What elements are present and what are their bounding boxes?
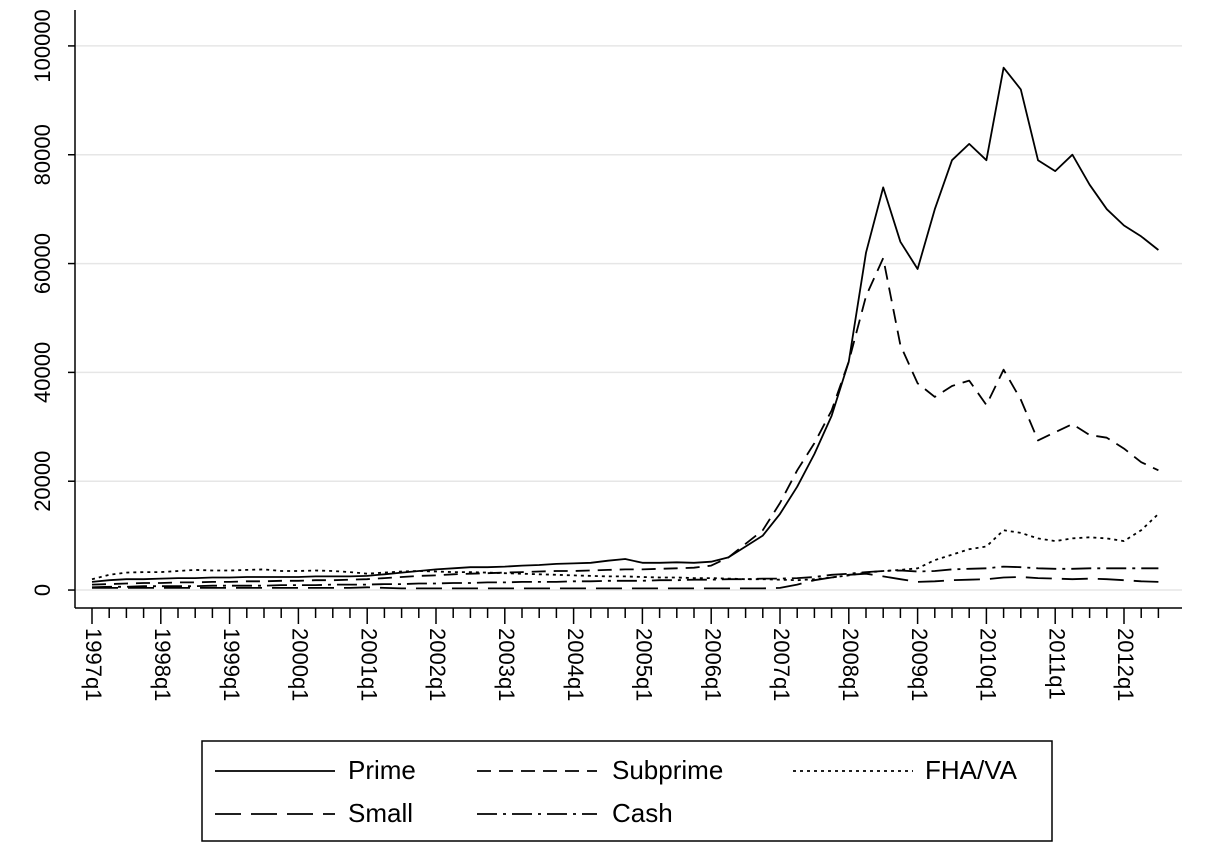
x-tick-label: 2005q1 <box>632 628 657 701</box>
y-tick-label: 60000 <box>30 233 55 294</box>
x-tick-label: 1998q1 <box>150 628 175 701</box>
legend-label: Cash <box>612 798 673 828</box>
y-tick-label: 20000 <box>30 451 55 512</box>
x-tick-label: 2004q1 <box>563 628 588 701</box>
series-line <box>91 257 1159 586</box>
x-tick-label: 2012q1 <box>1113 628 1138 701</box>
x-tick-label: 1997q1 <box>81 628 106 701</box>
x-tick-label: 2006q1 <box>700 628 725 701</box>
y-tick-label: 80000 <box>30 124 55 185</box>
x-tick-label: 2011q1 <box>1044 628 1069 700</box>
y-tick-label: 40000 <box>30 342 55 403</box>
x-tick-label: 2002q1 <box>425 628 450 701</box>
y-tick-label: 100000 <box>30 9 55 82</box>
legend-label: FHA/VA <box>925 755 1018 785</box>
y-tick-label: 0 <box>30 584 55 596</box>
legend-label: Small <box>348 798 413 828</box>
legend-label: Prime <box>348 755 416 785</box>
series-line <box>91 513 1160 582</box>
x-tick-label: 2000q1 <box>288 628 313 701</box>
legend-label: Subprime <box>612 755 723 785</box>
x-tick-label: 2008q1 <box>838 628 863 701</box>
legend-box <box>201 740 1053 842</box>
x-tick-label: 2001q1 <box>356 628 381 701</box>
x-tick-label: 2010q1 <box>976 628 1001 701</box>
x-tick-label: 2009q1 <box>907 628 932 701</box>
series-line <box>91 565 1159 589</box>
x-tick-label: 2007q1 <box>769 628 794 701</box>
x-tick-label: 2003q1 <box>494 628 519 701</box>
x-tick-label: 1999q1 <box>219 628 244 701</box>
series-line <box>91 66 1159 583</box>
